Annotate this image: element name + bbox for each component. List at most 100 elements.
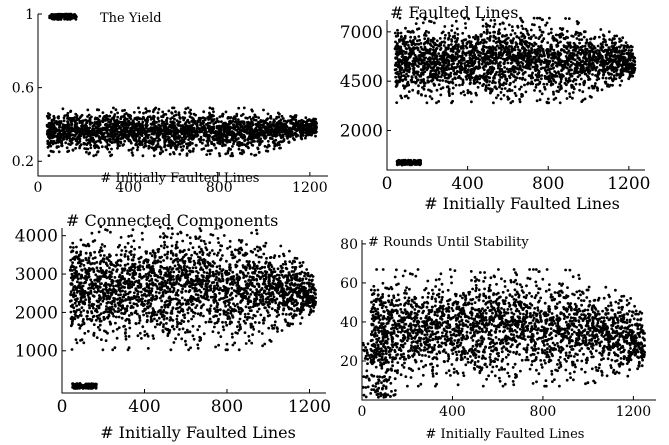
scatter-point <box>573 58 577 62</box>
scatter-point <box>468 58 472 62</box>
scatter-point <box>290 130 294 134</box>
scatter-point <box>190 134 194 138</box>
scatter-point <box>576 61 579 65</box>
scatter-point <box>578 88 581 92</box>
scatter-point <box>56 141 60 144</box>
scatter-point <box>582 83 586 87</box>
scatter-point <box>90 115 93 119</box>
y-tick-label: 0.6 <box>12 81 34 97</box>
scatter-point <box>458 65 461 69</box>
scatter-point <box>260 139 264 143</box>
scatter-point <box>140 143 144 147</box>
scatter-point <box>520 92 523 96</box>
scatter-point <box>75 137 79 141</box>
scatter-point <box>107 138 111 142</box>
scatter-point <box>521 77 524 81</box>
scatter-point <box>161 150 165 153</box>
scatter-point <box>476 85 480 89</box>
scatter-point <box>288 132 292 135</box>
scatter-point <box>591 73 594 76</box>
scatter-point <box>521 27 525 30</box>
scatter-point <box>574 82 578 86</box>
scatter-point <box>115 118 119 122</box>
scatter-point <box>152 122 156 126</box>
scatter-point <box>86 134 90 138</box>
scatter-point <box>543 54 546 58</box>
y-tick-label: 0.2 <box>12 154 34 170</box>
scatter-point <box>100 145 104 149</box>
scatter-point <box>607 60 611 64</box>
scatter-point <box>619 57 623 61</box>
scatter-point <box>527 74 531 77</box>
scatter-point <box>168 123 172 127</box>
scatter-point <box>264 149 268 153</box>
scatter-point <box>85 150 88 154</box>
scatter-point <box>463 93 466 97</box>
scatter-point <box>217 124 221 128</box>
scatter-point <box>122 143 126 146</box>
scatter-point <box>204 133 208 136</box>
scatter-point <box>540 92 544 96</box>
scatter-point <box>240 114 243 117</box>
scatter-point <box>188 111 191 114</box>
scatter-point <box>174 146 178 150</box>
scatter-point <box>292 122 295 125</box>
scatter-point <box>57 145 60 149</box>
scatter-point <box>266 139 270 143</box>
scatter-point <box>632 56 636 60</box>
scatter-point <box>488 24 492 28</box>
scatter-point <box>461 50 465 53</box>
scatter-point <box>309 127 312 131</box>
scatter-point <box>306 122 309 126</box>
scatter-point <box>432 60 436 64</box>
scatter-point <box>234 138 238 142</box>
scatter-point <box>628 57 632 61</box>
scatter-point <box>125 112 128 115</box>
scatter-point <box>141 154 145 158</box>
scatter-point <box>145 124 148 128</box>
scatter-point <box>583 44 587 48</box>
scatter-point <box>91 133 94 137</box>
scatter-point <box>393 47 397 50</box>
scatter-point <box>157 145 161 149</box>
scatter-point <box>513 91 517 95</box>
scatter-point <box>70 119 74 123</box>
scatter-point <box>70 141 74 145</box>
scatter-point <box>235 124 239 128</box>
scatter-point <box>404 47 408 50</box>
scatter-point <box>310 133 313 137</box>
scatter-point <box>141 120 145 124</box>
scatter-point <box>144 111 148 114</box>
scatter-point <box>191 127 195 131</box>
scatter-point <box>287 141 291 144</box>
scatter-point <box>258 143 261 147</box>
scatter-point <box>186 106 190 110</box>
scatter-point <box>142 137 146 140</box>
scatter-point <box>48 113 52 117</box>
scatter-point <box>428 56 432 59</box>
scatter-point <box>503 66 506 69</box>
scatter-point <box>565 83 568 87</box>
scatter-point <box>536 48 540 51</box>
scatter-point <box>51 130 55 134</box>
scatter-point <box>630 45 634 49</box>
scatter-point <box>116 115 120 119</box>
scatter-point <box>565 29 569 33</box>
scatter-point <box>284 131 288 135</box>
scatter-point <box>138 136 142 140</box>
scatter-point <box>555 64 559 68</box>
scatter-point <box>415 42 419 46</box>
scatter-point <box>89 146 93 150</box>
scatter-point <box>82 141 86 145</box>
scatter-point <box>138 117 142 121</box>
scatter-point <box>178 152 182 156</box>
scatter-point <box>144 107 148 111</box>
scatter-point <box>268 128 271 132</box>
scatter-point <box>185 131 188 135</box>
scatter-point <box>313 125 317 129</box>
scatter-point <box>412 71 415 75</box>
scatter-point <box>558 101 562 105</box>
scatter-point <box>54 127 58 130</box>
scatter-point <box>243 135 247 139</box>
scatter-point <box>512 80 515 84</box>
